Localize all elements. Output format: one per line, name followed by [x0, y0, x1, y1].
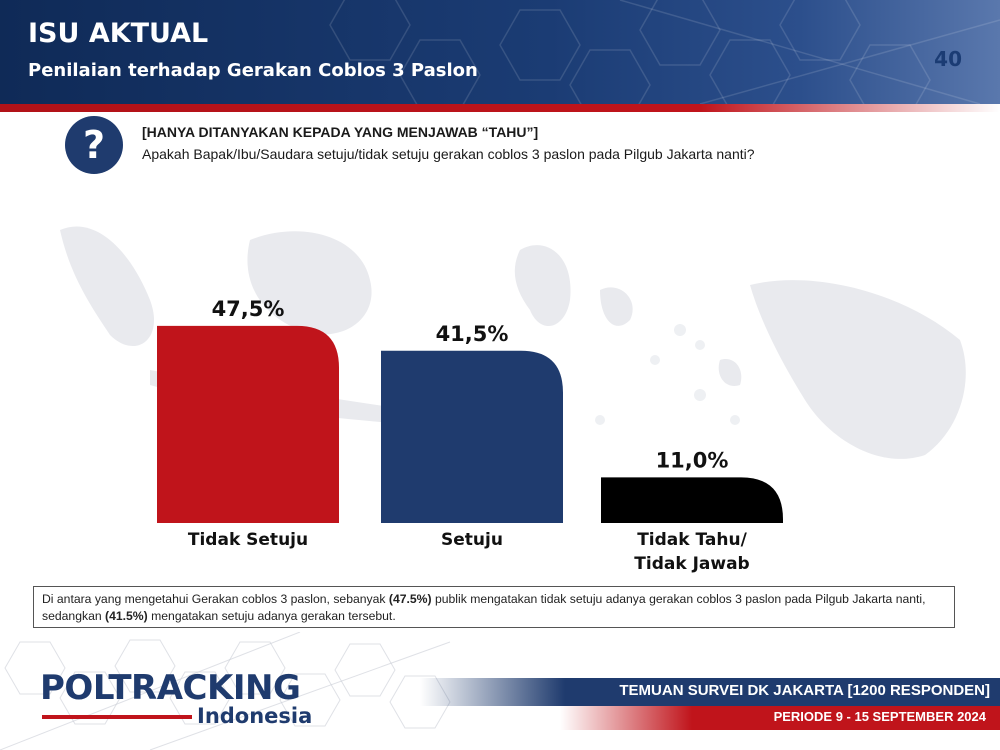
page-subtitle: Penilaian terhadap Gerakan Coblos 3 Pasl…	[28, 60, 478, 81]
question-mark-icon: ?	[65, 116, 123, 174]
value-label-tidak-setuju: 47,5%	[212, 297, 285, 321]
header-hexagon-pattern	[329, 0, 1000, 104]
footer-red-bar	[560, 706, 1000, 730]
logo-poltracking: POLTRACKING	[40, 668, 301, 708]
summary-box: Di antara yang mengetahui Gerakan coblos…	[33, 586, 955, 628]
bar-tidak-setuju	[157, 325, 339, 523]
summary-text-1: Di antara yang mengetahui Gerakan coblos…	[42, 592, 389, 606]
summary-value-1: (47.5%)	[388, 592, 432, 606]
footer-survey-label: TEMUAN SURVEI DK JAKARTA [1200 RESPONDEN…	[619, 682, 990, 699]
bar-setuju	[381, 350, 563, 523]
summary-value-2: (41.5%)	[105, 609, 148, 623]
page-number: 40	[934, 47, 962, 71]
footer-period-label: PERIODE 9 - 15 SEPTEMBER 2024	[773, 709, 986, 724]
footer-navy-bar	[420, 678, 1000, 706]
summary-text-2: publik mengatakan tidak setuju adanya ge…	[42, 592, 926, 623]
question-text: Apakah Bapak/Ibu/Saudara setuju/tidak se…	[142, 146, 755, 162]
value-label-setuju: 41,5%	[436, 322, 509, 346]
logo-underline	[42, 715, 192, 719]
question-note: [HANYA DITANYAKAN KEPADA YANG MENJAWAB “…	[142, 124, 539, 140]
header-banner: ISU AKTUAL Penilaian terhadap Gerakan Co…	[0, 0, 1000, 104]
bar-tidak-tahu-tidak-jawab	[601, 477, 783, 523]
value-label-tidak-tahu-tidak-jawab: 11,0%	[656, 448, 729, 472]
category-label-setuju: Setuju	[441, 530, 503, 550]
section-title: ISU AKTUAL	[28, 18, 209, 49]
summary-text-3: mengatakan setuju adanya gerakan tersebu…	[147, 609, 396, 623]
footer-hexagon-pattern	[0, 632, 451, 750]
category-label-tidak-setuju: Tidak Setuju	[188, 530, 308, 550]
logo-indonesia: Indonesia	[197, 704, 313, 728]
category-label-tidak-tahu-tidak-jawab: Tidak Tahu/Tidak Jawab	[634, 530, 749, 574]
header-red-stripe	[0, 104, 1000, 112]
